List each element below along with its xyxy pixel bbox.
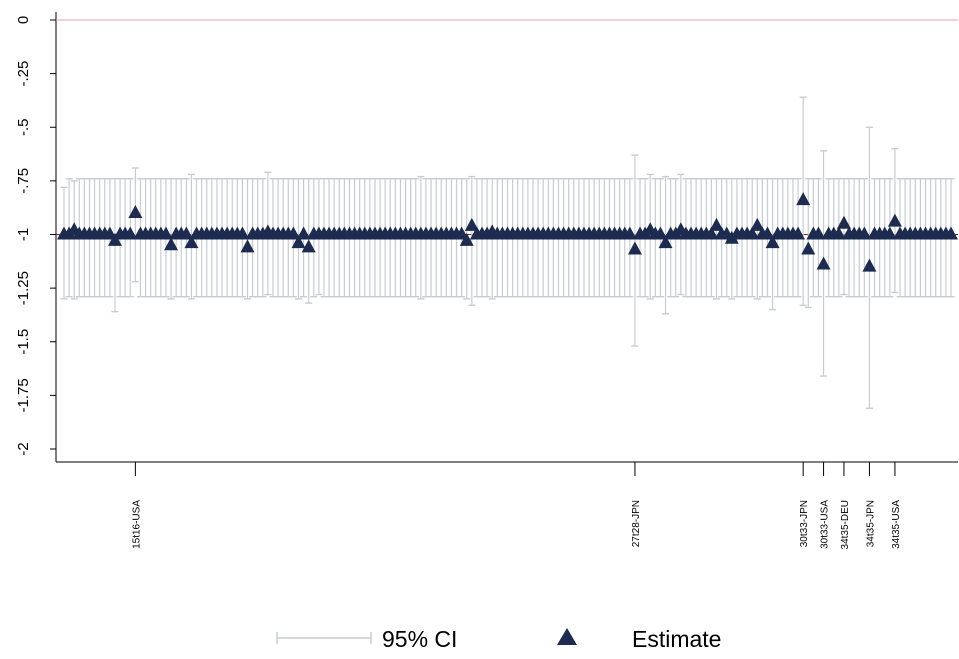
x-tick-label: 30t33-JPN [799, 500, 810, 547]
estimate-point [882, 226, 897, 240]
y-tick-label: -1 [15, 228, 32, 241]
estimate-point [862, 258, 877, 272]
legend-ci-label: 95% CI [382, 626, 457, 652]
estimate-point [296, 226, 311, 240]
legend-estimate-label: Estimate [632, 626, 721, 652]
estimate-point [158, 226, 173, 240]
estimate-point [887, 213, 902, 227]
ci-bar [70, 180, 78, 300]
x-tick-label: 30t33-USA [820, 500, 831, 549]
estimate-point [464, 217, 479, 231]
y-tick-label: -.75 [15, 168, 32, 194]
estimate-point [796, 192, 811, 206]
estimate-point [622, 226, 637, 240]
estimate-point [704, 226, 719, 240]
estimate-point [709, 217, 724, 231]
ci-bar [468, 175, 476, 306]
estimate-point [459, 232, 474, 246]
x-axis: 15t16-USA 27t28-JPN 30t33-JPN 30t33-USA 34t3… [56, 461, 958, 549]
x-tick-label: 34t35-USA [891, 500, 902, 549]
y-tick-label: -2 [15, 442, 32, 455]
estimate-point [184, 235, 199, 249]
estimate-point [240, 239, 255, 253]
estimate-point [857, 226, 872, 240]
estimate-point [301, 239, 316, 253]
estimate-markers [57, 192, 958, 272]
ci-bar [131, 167, 139, 283]
y-tick-label: -1.75 [15, 378, 32, 412]
estimate-point [291, 235, 306, 249]
y-tick-label: 0 [15, 16, 32, 24]
ci-bars [60, 96, 955, 409]
legend: 95% CI Estimate [276, 626, 721, 652]
estimate-point [745, 226, 760, 240]
estimate-point [750, 217, 765, 231]
x-tick-label: 27t28-JPN [631, 500, 642, 547]
estimate-point [811, 226, 826, 240]
estimate-point [123, 226, 138, 240]
estimate-point [816, 256, 831, 270]
estimate-point [128, 205, 143, 219]
estimate-point [627, 241, 642, 255]
y-tick-label: -.5 [15, 118, 32, 136]
estimate-point [286, 226, 301, 240]
estimate-point [831, 226, 846, 240]
x-tick-label: 34t35-DEU [840, 500, 851, 549]
y-tick-label: -1.25 [15, 271, 32, 305]
estimate-point [944, 226, 958, 240]
estimate-point [760, 226, 775, 240]
estimate-point [235, 226, 250, 240]
estimate-point [653, 226, 668, 240]
legend-triangle-icon [557, 628, 577, 645]
estimate-point [164, 237, 179, 251]
estimate-point [179, 226, 194, 240]
y-tick-label: -1.5 [15, 329, 32, 355]
estimate-point [658, 235, 673, 249]
x-tick-label: 15t16-USA [131, 500, 142, 549]
estimate-point [801, 241, 816, 255]
estimate-point [791, 226, 806, 240]
legend-ci-symbol [276, 632, 372, 644]
ci-bar [60, 186, 68, 300]
estimate-point [836, 215, 851, 229]
x-tick-label: 34t35-JPN [865, 500, 876, 547]
y-axis: 0 -.25 -.5 -.75 -1 -1.25 -1.5 -1.75 -2 [15, 12, 57, 462]
y-tick-label: -.25 [15, 61, 32, 87]
estimate-point [765, 235, 780, 249]
